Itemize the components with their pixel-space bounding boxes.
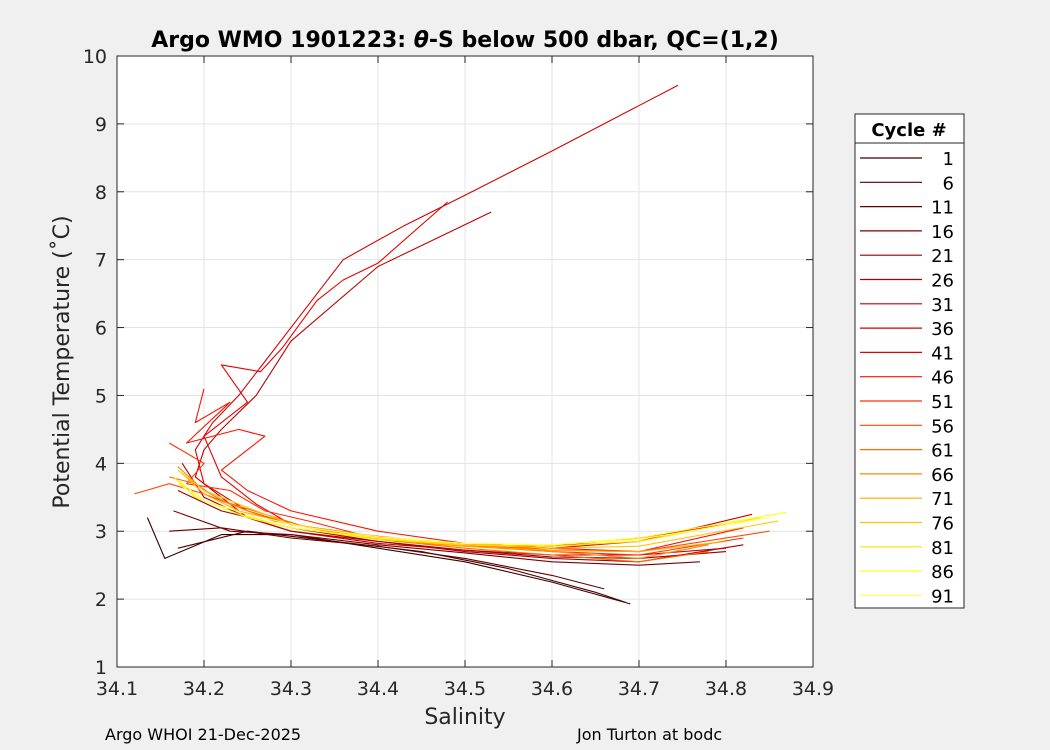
legend-label: 81 (931, 538, 954, 559)
footer-source: Argo WHOI 21-Dec-2025 (105, 725, 302, 744)
legend-label: 66 (931, 465, 954, 486)
series-line-cycle-51 (168, 442, 744, 556)
tick-labels: 34.1 34.2 34.3 34.4 34.5 34.6 34.7 34.8 34.9 1 2 3 4… (83, 46, 834, 700)
legend-label: 86 (931, 562, 954, 583)
legend-label: 36 (931, 319, 954, 340)
x-tick-label: 34.5 (444, 678, 486, 700)
legend-label: 26 (931, 271, 954, 292)
legend-label: 41 (931, 343, 954, 364)
legend-label: 61 (931, 441, 954, 462)
legend-title: Cycle # (871, 120, 946, 141)
series-line-cycle-86 (177, 479, 787, 546)
x-tick-label: 34.6 (531, 678, 573, 700)
x-tick-label: 34.2 (183, 678, 225, 700)
x-tick-label: 34.9 (792, 678, 834, 700)
y-tick-label: 4 (95, 453, 107, 475)
x-axis-label: Salinity (424, 705, 505, 730)
legend-label: 6 (943, 173, 954, 194)
legend-label: 91 (931, 586, 954, 607)
y-tick-label: 6 (95, 318, 107, 340)
legend-label: 46 (931, 368, 954, 389)
title-theta: θ (414, 28, 429, 53)
chart-title: Argo WMO 1901223: θ-S below 500 dbar, QC… (151, 28, 779, 53)
y-tick-label: 7 (95, 250, 107, 272)
footer-credit: Jon Turton at bodc (577, 725, 723, 744)
legend: Cycle # 16111621263136414651566166717681… (854, 113, 965, 609)
legend-label: 16 (931, 222, 954, 243)
legend-label: 11 (931, 198, 954, 219)
legend-label: 76 (931, 514, 954, 535)
y-tick-label: 2 (95, 589, 107, 611)
y-tick-label: 5 (95, 385, 107, 407)
x-tick-label: 34.8 (705, 678, 747, 700)
legend-label: 51 (931, 392, 954, 413)
x-tick-label: 34.7 (618, 678, 660, 700)
data-lines (134, 84, 787, 605)
series-line-cycle-21 (177, 490, 727, 559)
x-tick-label: 34.3 (270, 678, 312, 700)
title-prefix: Argo WMO 1901223: (151, 28, 414, 53)
series-line-cycle-91 (177, 483, 770, 546)
y-tick-label: 10 (83, 46, 107, 68)
y-axis-label: Potential Temperature (˚C) (50, 215, 75, 508)
y-tick-label: 1 (95, 657, 107, 679)
legend-box (854, 113, 965, 609)
legend-label: 71 (931, 489, 954, 510)
y-tick-label: 3 (95, 521, 107, 543)
x-tick-label: 34.1 (96, 678, 138, 700)
legend-label: 56 (931, 416, 954, 437)
x-tick-label: 34.4 (357, 678, 399, 700)
series-line-cycle-26 (181, 463, 744, 563)
legend-label: 1 (943, 149, 954, 170)
y-tick-label: 8 (95, 182, 107, 204)
legend-label: 21 (931, 246, 954, 267)
axis-ticks (116, 55, 814, 668)
legend-label: 31 (931, 295, 954, 316)
series-line-cycle-16 (173, 510, 700, 566)
title-suffix: -S below 500 dbar, QC=(1,2) (429, 28, 779, 53)
y-tick-label: 9 (95, 114, 107, 136)
